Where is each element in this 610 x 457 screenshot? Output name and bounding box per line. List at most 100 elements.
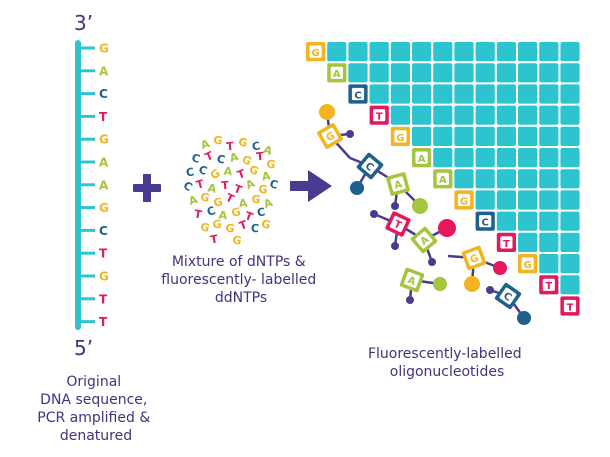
mixture-letter: G [237, 135, 249, 150]
mixture-letter: C [256, 205, 266, 219]
mixture-letter: C [181, 179, 194, 194]
mixture-letter: A [223, 165, 233, 179]
mixture-letter: G [231, 233, 242, 247]
strand-base-letter: G [99, 201, 109, 215]
oligo-cell [560, 126, 580, 146]
mixture-letter: T [193, 207, 203, 221]
strand-base-letter: G [99, 270, 109, 284]
strand-base: A [81, 156, 109, 170]
mixture-letter: G [212, 218, 222, 232]
oligo-cell [496, 126, 516, 146]
oligo-cell [496, 63, 516, 83]
nucleotide-ball [486, 286, 494, 294]
strand-caption-line: DNA sequence, [40, 392, 147, 408]
mixture-letter: T [221, 179, 230, 193]
oligo-cell [560, 148, 580, 168]
strand-base: G [81, 201, 109, 215]
strand-caption-line: Original [66, 374, 121, 390]
oligo-cell [518, 126, 538, 146]
nucleotide-ball [412, 198, 428, 214]
oligo-cell [496, 84, 516, 104]
mixture-letter: T [226, 140, 235, 154]
oligo-lead-letter: T [376, 112, 383, 123]
oligos-caption-line: oligonucleotides [390, 364, 504, 380]
oligo-cell [539, 126, 559, 146]
oligo-cell [433, 63, 453, 83]
plus-icon [133, 174, 161, 202]
mixture-letter: T [256, 150, 265, 164]
oligo-cell [518, 63, 538, 83]
oligo-cell [539, 63, 559, 83]
mixture-letter: T [203, 149, 216, 164]
oligo-row: A [433, 169, 580, 189]
strand-base: A [81, 64, 109, 78]
oligo-cell [518, 105, 538, 125]
mixture-letter: T [209, 232, 219, 246]
oligo-cell [560, 84, 580, 104]
oligo-cell [390, 42, 410, 62]
oligo-cell [496, 169, 516, 189]
oligo-cell [560, 42, 580, 62]
strand-base: C [81, 87, 108, 101]
oligo-lead-letter: G [396, 133, 404, 144]
mixture-letter: G [199, 220, 211, 235]
oligo-cell [560, 211, 580, 231]
oligo-row: G [454, 190, 580, 210]
oligo-lead-letter: C [482, 218, 489, 229]
mixture-letter: A [207, 181, 218, 195]
mixture-letter: A [228, 150, 240, 165]
strand-base: T [81, 110, 108, 124]
mixture-letter: C [185, 165, 195, 179]
strand-base-letter: T [99, 247, 108, 261]
strand-base-letter: T [99, 110, 108, 124]
nucleotide-ball [319, 104, 335, 120]
mixture-caption-line: fluorescently- labelled [161, 272, 316, 288]
oligo-cell [539, 105, 559, 125]
strand-caption: Original DNA sequence, PCR amplified & d… [37, 374, 154, 444]
mixture-letter: A [187, 193, 200, 208]
oligo-cell [518, 148, 538, 168]
oligo-cell [560, 169, 580, 189]
oligo-lead-letter: T [567, 302, 574, 313]
mixture-letter: G [212, 133, 223, 147]
oligo-cell [560, 232, 580, 252]
oligo-lead-letter: A [333, 69, 341, 80]
mixture-letter: T [224, 191, 237, 206]
oligo-cell [539, 148, 559, 168]
nucleotide-ball [464, 276, 480, 292]
strand-caption-line: denatured [60, 428, 132, 444]
oligo-row: T [539, 275, 580, 295]
strand-base-letter: G [99, 133, 109, 147]
mixture-letter: T [195, 177, 206, 192]
oligo-cell [390, 63, 410, 83]
nucleotide-ball [493, 261, 507, 275]
oligo-cell [433, 148, 453, 168]
oligo-cell [412, 84, 432, 104]
mixture-letter: C [250, 222, 259, 236]
strand-base-letter: G [99, 42, 109, 56]
floating-tile: A [410, 226, 438, 254]
oligo-row: G [306, 42, 580, 62]
nucleotide-ball [433, 277, 447, 291]
nucleotide-mixture: A G T G C AC T C A G TGC C G A T G AC T A T T A G CA G G T A G AT C A G T… [181, 133, 279, 247]
strand-caption-line: PCR amplified & [37, 410, 150, 426]
oligo-lead-letter: A [418, 154, 426, 165]
oligo-cell [390, 84, 410, 104]
oligo-row: A [412, 148, 580, 168]
oligo-cell [348, 42, 368, 62]
oligo-cell [369, 42, 389, 62]
oligo-cell [518, 190, 538, 210]
mixture-letter: C [216, 152, 226, 166]
oligo-cell [560, 190, 580, 210]
strand-base: A [81, 178, 109, 192]
oligo-cell [475, 42, 495, 62]
floating-tile: A [386, 172, 410, 196]
mixture-letter: T [235, 167, 247, 182]
strand-base: G [81, 42, 109, 56]
oligo-cell [539, 190, 559, 210]
